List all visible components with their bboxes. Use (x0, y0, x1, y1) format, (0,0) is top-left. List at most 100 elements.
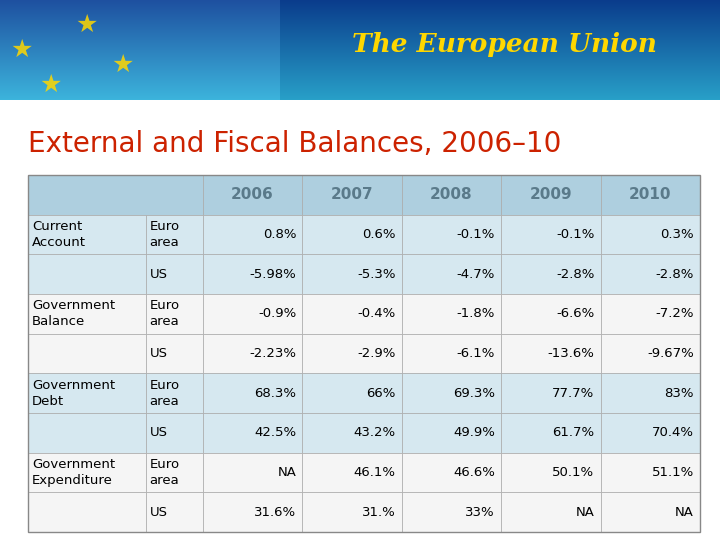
Text: 46.1%: 46.1% (354, 466, 395, 479)
Bar (203, 453, 302, 492)
Text: 0.8%: 0.8% (263, 228, 296, 241)
Text: 66%: 66% (366, 387, 395, 400)
Bar (203, 214, 302, 254)
Bar (402, 492, 501, 532)
Text: 83%: 83% (665, 387, 694, 400)
Bar (501, 492, 600, 532)
Text: Government
Debt: Government Debt (32, 379, 115, 408)
Text: 68.3%: 68.3% (254, 387, 296, 400)
Bar (28, 373, 145, 413)
Text: -4.7%: -4.7% (456, 268, 495, 281)
Bar (402, 373, 501, 413)
Bar (28, 294, 145, 334)
Text: Government
Expenditure: Government Expenditure (32, 458, 115, 487)
Bar (302, 413, 402, 453)
Text: 2006: 2006 (231, 187, 274, 202)
Text: 43.2%: 43.2% (354, 426, 395, 440)
Text: NA: NA (576, 505, 595, 518)
Bar (28, 453, 145, 492)
Text: US: US (150, 505, 168, 518)
Text: Euro
area: Euro area (150, 458, 180, 487)
Bar (402, 453, 501, 492)
Text: -6.1%: -6.1% (456, 347, 495, 360)
Bar (302, 492, 402, 532)
Bar (402, 175, 501, 214)
Text: 31.6%: 31.6% (254, 505, 296, 518)
Bar (402, 334, 501, 373)
Text: 50.1%: 50.1% (552, 466, 595, 479)
Bar (28, 334, 145, 373)
Bar (145, 294, 203, 334)
Text: -5.98%: -5.98% (249, 268, 296, 281)
Text: -7.2%: -7.2% (655, 307, 694, 320)
Bar (600, 492, 700, 532)
Bar (402, 214, 501, 254)
Text: 0.6%: 0.6% (362, 228, 395, 241)
Bar (28, 214, 145, 254)
Text: 2010: 2010 (629, 187, 672, 202)
Text: -13.6%: -13.6% (548, 347, 595, 360)
Bar (600, 453, 700, 492)
Bar (501, 214, 600, 254)
Bar (600, 294, 700, 334)
Text: -2.8%: -2.8% (556, 268, 595, 281)
Text: -2.23%: -2.23% (249, 347, 296, 360)
Bar (302, 373, 402, 413)
Bar (28, 175, 700, 532)
Text: -2.9%: -2.9% (357, 347, 395, 360)
Bar (28, 254, 145, 294)
Bar (600, 214, 700, 254)
Text: 51.1%: 51.1% (652, 466, 694, 479)
Bar (28, 175, 203, 214)
Text: 42.5%: 42.5% (254, 426, 296, 440)
Bar (145, 373, 203, 413)
Bar (600, 413, 700, 453)
Bar (28, 413, 145, 453)
Text: Government
Balance: Government Balance (32, 299, 115, 328)
Bar (501, 334, 600, 373)
Bar (302, 175, 402, 214)
Bar (203, 175, 302, 214)
Text: 2007: 2007 (330, 187, 373, 202)
Text: ★: ★ (75, 13, 98, 37)
Bar (302, 254, 402, 294)
Text: -1.8%: -1.8% (456, 307, 495, 320)
Text: 61.7%: 61.7% (552, 426, 595, 440)
Text: 0.3%: 0.3% (660, 228, 694, 241)
Bar (28, 492, 145, 532)
Text: 77.7%: 77.7% (552, 387, 595, 400)
Bar (501, 373, 600, 413)
Bar (145, 334, 203, 373)
Bar (203, 334, 302, 373)
Text: NA: NA (675, 505, 694, 518)
Bar (302, 453, 402, 492)
Bar (402, 254, 501, 294)
Text: 31.%: 31.% (362, 505, 395, 518)
Text: US: US (150, 347, 168, 360)
Bar (302, 334, 402, 373)
Text: Euro
area: Euro area (150, 379, 180, 408)
Bar (600, 373, 700, 413)
Bar (203, 413, 302, 453)
Text: External and Fiscal Balances, 2006–10: External and Fiscal Balances, 2006–10 (28, 130, 562, 158)
Bar (302, 294, 402, 334)
Bar (145, 254, 203, 294)
Text: 69.3%: 69.3% (453, 387, 495, 400)
Bar (600, 254, 700, 294)
Bar (302, 214, 402, 254)
Bar (203, 294, 302, 334)
Text: NA: NA (277, 466, 296, 479)
Text: -0.1%: -0.1% (456, 228, 495, 241)
Bar (145, 453, 203, 492)
Text: 49.9%: 49.9% (453, 426, 495, 440)
Text: ★: ★ (10, 38, 33, 62)
Text: -0.4%: -0.4% (357, 307, 395, 320)
Text: ★: ★ (111, 53, 134, 77)
Text: -6.6%: -6.6% (557, 307, 595, 320)
Text: US: US (150, 426, 168, 440)
Text: 33%: 33% (465, 505, 495, 518)
Bar (402, 294, 501, 334)
Text: Euro
area: Euro area (150, 299, 180, 328)
Bar (203, 254, 302, 294)
Bar (600, 334, 700, 373)
